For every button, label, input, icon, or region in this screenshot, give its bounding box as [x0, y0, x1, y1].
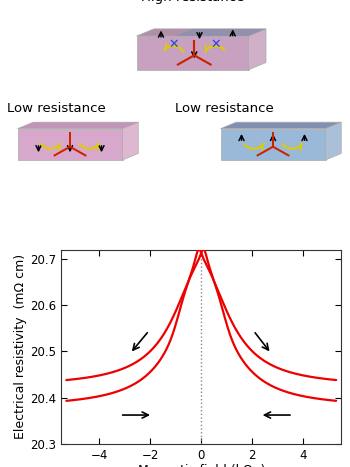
Polygon shape [136, 36, 248, 70]
Polygon shape [18, 129, 122, 160]
Text: ✕: ✕ [210, 38, 220, 51]
Text: Low resistance: Low resistance [7, 102, 106, 115]
Text: Low resistance: Low resistance [175, 102, 274, 115]
Polygon shape [326, 122, 341, 160]
Text: ✕: ✕ [168, 38, 178, 51]
Polygon shape [122, 122, 138, 160]
Text: High resistance: High resistance [141, 0, 244, 4]
Polygon shape [136, 29, 266, 36]
X-axis label: Magnetic field (kOe): Magnetic field (kOe) [138, 464, 265, 467]
Polygon shape [18, 122, 138, 129]
Polygon shape [248, 29, 266, 70]
Polygon shape [175, 29, 266, 36]
Y-axis label: Electrical resistivity  (mΩ cm): Electrical resistivity (mΩ cm) [14, 254, 28, 439]
Polygon shape [220, 122, 341, 129]
Polygon shape [220, 129, 326, 160]
